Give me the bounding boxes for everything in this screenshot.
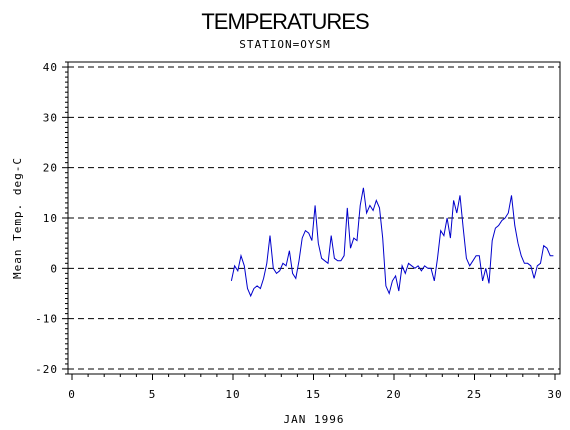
- x-tick-label: 30: [547, 388, 562, 401]
- y-tick-label: 40: [43, 61, 58, 74]
- x-tick-label: 5: [149, 388, 157, 401]
- y-tick-label: 10: [43, 212, 58, 225]
- x-tick-label: 20: [386, 388, 401, 401]
- chart-subtitle: STATION=OYSM: [239, 38, 330, 51]
- y-tick-label: 30: [43, 111, 58, 124]
- chart-title: TEMPERATURES: [201, 9, 369, 34]
- y-tick-label: -10: [35, 313, 58, 326]
- x-tick-label: 25: [467, 388, 482, 401]
- y-axis-label: Mean Temp. deg-C: [11, 157, 24, 279]
- x-axis-label: JAN 1996: [284, 413, 345, 426]
- x-tick-label: 15: [306, 388, 321, 401]
- y-axis: -20 -10 0 10 20 30 40: [35, 61, 68, 376]
- x-tick-label: 10: [225, 388, 240, 401]
- x-axis: 0 5 10 15 20 25 30: [68, 374, 562, 401]
- x-tick-label: 0: [68, 388, 76, 401]
- grid-lines: [68, 66, 560, 370]
- y-tick-label: 0: [50, 262, 58, 275]
- series-line: [230, 187, 554, 298]
- y-tick-label: 20: [43, 162, 58, 175]
- series-group: [230, 187, 554, 298]
- y-tick-label: -20: [35, 363, 58, 376]
